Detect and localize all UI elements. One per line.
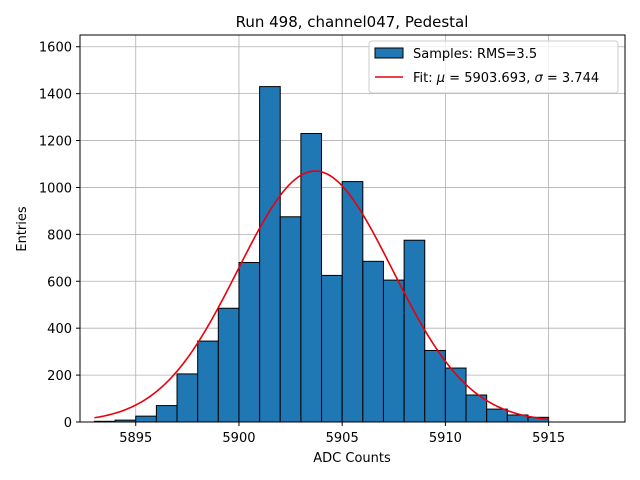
histogram-bar	[279, 216, 302, 423]
y-tick-label: 400	[47, 322, 72, 337]
histogram-bars	[93, 86, 550, 423]
fit-curve	[94, 170, 549, 421]
histogram-bar	[341, 181, 364, 423]
y-axis-label: Entries	[15, 206, 30, 252]
y-tick-label: 1000	[39, 181, 72, 196]
histogram-bar	[259, 86, 281, 423]
x-tick-label: 5895	[119, 431, 152, 446]
histogram-bar	[176, 373, 199, 423]
y-tick-label: 1200	[39, 135, 72, 150]
legend-fit-sigma-value: = 3.744	[543, 71, 599, 86]
legend-fit-mu-value: = 5903.693,	[445, 71, 534, 86]
y-tick-label: 1600	[39, 41, 72, 56]
x-tick-label: 5910	[429, 431, 462, 446]
y-tick-label: 0	[64, 416, 72, 431]
x-tick-label: 5905	[326, 431, 359, 446]
x-tick-label: 5900	[222, 431, 255, 446]
histogram-bar	[217, 307, 240, 423]
legend-histogram-label: Samples: RMS=3.5	[413, 47, 537, 62]
histogram-bar	[300, 133, 323, 423]
gaussian-fit	[94, 170, 549, 421]
y-axis-ticks: 0 200 400 600 800 1000 1200 1400 1600	[39, 41, 80, 431]
legend-fit-sigma-symbol: σ	[535, 71, 544, 86]
chart-title: Run 498, channel047, Pedestal	[236, 13, 469, 31]
histogram-bar	[321, 274, 343, 423]
y-tick-label: 1400	[39, 88, 72, 103]
histogram-bar	[486, 408, 508, 423]
histogram-bar	[362, 260, 384, 423]
histogram-bar	[382, 279, 405, 423]
y-tick-label: 600	[47, 275, 72, 290]
legend-histogram-swatch	[374, 47, 404, 59]
histogram-bar	[135, 415, 157, 423]
x-axis-label: ADC Counts	[313, 451, 391, 466]
y-tick-label: 200	[47, 369, 72, 384]
histogram-bar	[424, 349, 446, 423]
legend-box	[368, 40, 619, 94]
y-tick-label: 800	[47, 228, 72, 243]
plot-frame	[79, 34, 626, 423]
legend-fit-label: Fit: μ = 5903.693, σ = 3.744	[413, 71, 599, 86]
histogram-bar	[444, 367, 467, 423]
histogram-bar	[197, 340, 219, 423]
legend-fit-mu-symbol: μ	[436, 71, 445, 86]
histogram-bar	[155, 405, 178, 423]
x-axis-ticks: 5895 5900 5905 5910 5915	[119, 422, 565, 446]
histogram-bar	[403, 239, 426, 423]
legend-fit-prefix: Fit:	[413, 71, 437, 86]
histogram-bar	[238, 262, 261, 423]
x-tick-label: 5915	[532, 431, 565, 446]
legend: Samples: RMS=3.5 Fit: μ = 5903.693, σ = …	[368, 40, 619, 94]
